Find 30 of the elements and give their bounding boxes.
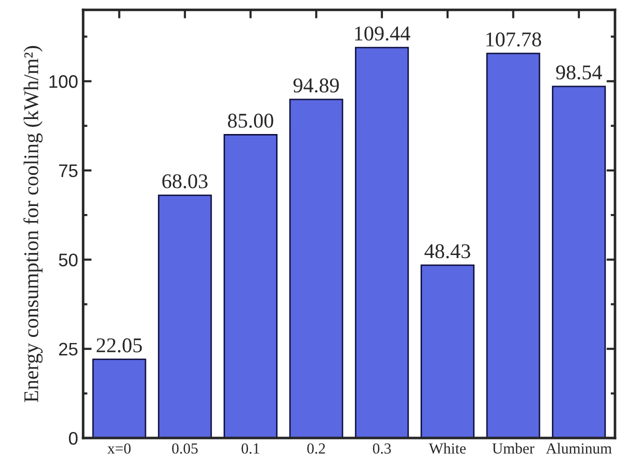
y-tick-label: 25 (59, 342, 78, 356)
data-label: 85.00 (228, 114, 274, 128)
x-tick-label: 0.3 (372, 443, 391, 454)
x-tick-label: White (428, 442, 466, 454)
x-tick-label: Aluminum (546, 442, 612, 454)
y-tick-label: 0 (68, 432, 78, 445)
y-tick-label: 75 (59, 164, 78, 178)
data-label: 22.05 (96, 338, 142, 352)
x-tick-label: x=0 (107, 443, 131, 454)
y-tick-label: 50 (58, 254, 78, 266)
bar (354, 46, 409, 438)
data-label: 48.43 (424, 244, 470, 258)
data-label: 107.78 (486, 32, 542, 47)
bar (289, 98, 344, 438)
x-tick-label: 0.2 (307, 443, 325, 454)
bar (92, 358, 146, 438)
bar (486, 52, 540, 438)
bar (224, 134, 278, 438)
x-tick-label: Umber (492, 442, 534, 454)
data-label: 68.03 (162, 174, 208, 188)
bar (158, 194, 212, 438)
data-label: 94.89 (293, 78, 339, 93)
y-axis-title: Energy consumption for cooling (kWh/m²) (23, 46, 43, 402)
x-tick-label: 0.1 (242, 443, 260, 454)
x-tick-label: 0.05 (172, 443, 198, 454)
data-label: 98.54 (556, 65, 602, 80)
data-label: 109.44 (355, 26, 410, 41)
y-tick-label: 100 (50, 75, 78, 88)
bar (552, 86, 606, 438)
bar (420, 264, 475, 438)
